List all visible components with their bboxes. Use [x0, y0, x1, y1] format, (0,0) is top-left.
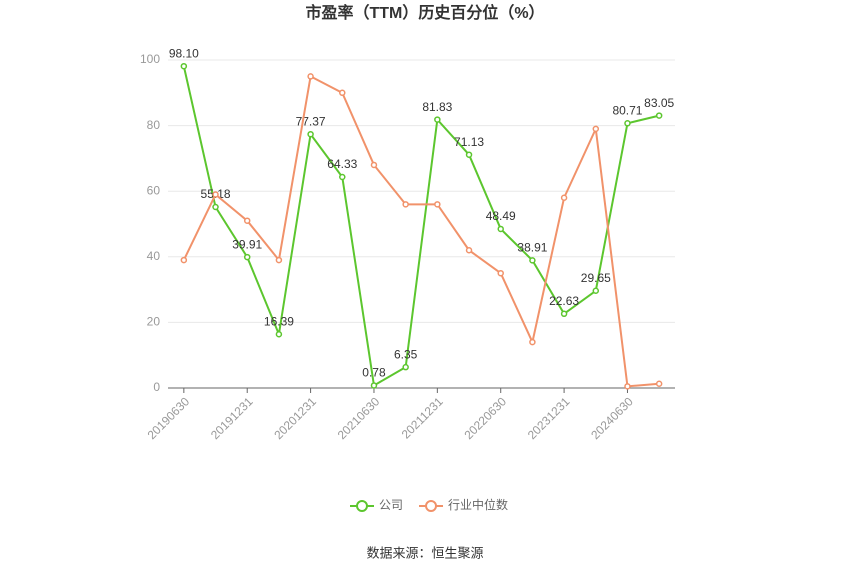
data-point	[434, 116, 441, 123]
data-point	[180, 62, 188, 70]
data-point	[402, 363, 409, 371]
data-label: 64.33	[327, 157, 357, 171]
data-point	[497, 269, 504, 277]
y-tick-label: 40	[147, 249, 161, 263]
y-tick-label: 80	[147, 118, 161, 132]
data-point	[275, 256, 283, 264]
data-point	[212, 203, 219, 211]
data-point	[560, 194, 568, 202]
source: 数据来源：恒生聚源	[366, 545, 483, 560]
data-point	[624, 120, 631, 127]
y-tick-label: 100	[140, 52, 160, 66]
legend-label: 行业中位数	[448, 497, 508, 512]
data-label: 77.37	[296, 114, 326, 128]
data-point	[370, 161, 378, 169]
data-point	[275, 330, 283, 338]
data-point	[592, 287, 600, 294]
data-point	[243, 253, 251, 261]
data-label: 80.71	[612, 103, 642, 117]
data-label: 83.05	[644, 96, 674, 110]
legend-label: 公司	[379, 498, 403, 512]
data-label: 71.13	[454, 135, 484, 149]
data-point	[180, 256, 188, 264]
x-tick-label: 20240630	[588, 394, 636, 442]
data-label: 29.65	[581, 271, 611, 285]
data-label: 48.49	[486, 209, 516, 223]
data-label: 16.39	[264, 314, 294, 328]
data-point	[434, 201, 441, 208]
chart-title: 市盈率（TTM）历史百分位（%）	[305, 3, 544, 22]
data-label: 0.78	[362, 366, 386, 380]
legend-marker	[356, 500, 368, 512]
x-tick-label: 20191231	[208, 394, 256, 442]
data-point	[529, 257, 536, 264]
data-point	[339, 89, 346, 97]
y-tick-label: 20	[147, 315, 161, 329]
data-point	[465, 151, 473, 158]
data-point	[655, 380, 663, 387]
x-tick-label: 20201231	[271, 394, 319, 442]
data-point	[465, 246, 473, 254]
y-tick-label: 60	[147, 183, 161, 197]
data-point	[339, 173, 346, 181]
data-label: 98.10	[169, 46, 199, 60]
data-point	[307, 73, 314, 80]
x-tick-label: 20220630	[461, 394, 509, 442]
data-point	[370, 382, 378, 389]
legend-marker	[425, 500, 438, 512]
x-tick-label: 20190630	[145, 394, 193, 442]
data-label: 22.63	[549, 294, 579, 308]
y-tick-label: 0	[153, 380, 160, 394]
data-label: 39.91	[232, 237, 262, 251]
data-point	[592, 125, 600, 133]
data-point	[655, 112, 663, 119]
data-point	[243, 217, 251, 224]
data-label: 81.83	[422, 100, 452, 114]
data-point	[307, 130, 314, 138]
x-tick-label: 20210630	[335, 394, 383, 442]
series-line	[182, 74, 660, 388]
data-point	[212, 191, 219, 198]
data-point	[529, 338, 536, 346]
data-point	[624, 383, 631, 390]
data-point	[497, 225, 504, 233]
x-tick-label: 20211231	[399, 394, 446, 441]
data-label: 6.35	[394, 347, 418, 361]
data-label: 38.91	[517, 241, 547, 255]
series-line	[182, 66, 660, 388]
x-tick-label: 20231231	[525, 394, 573, 442]
data-point	[560, 310, 568, 318]
data-point	[402, 201, 409, 208]
